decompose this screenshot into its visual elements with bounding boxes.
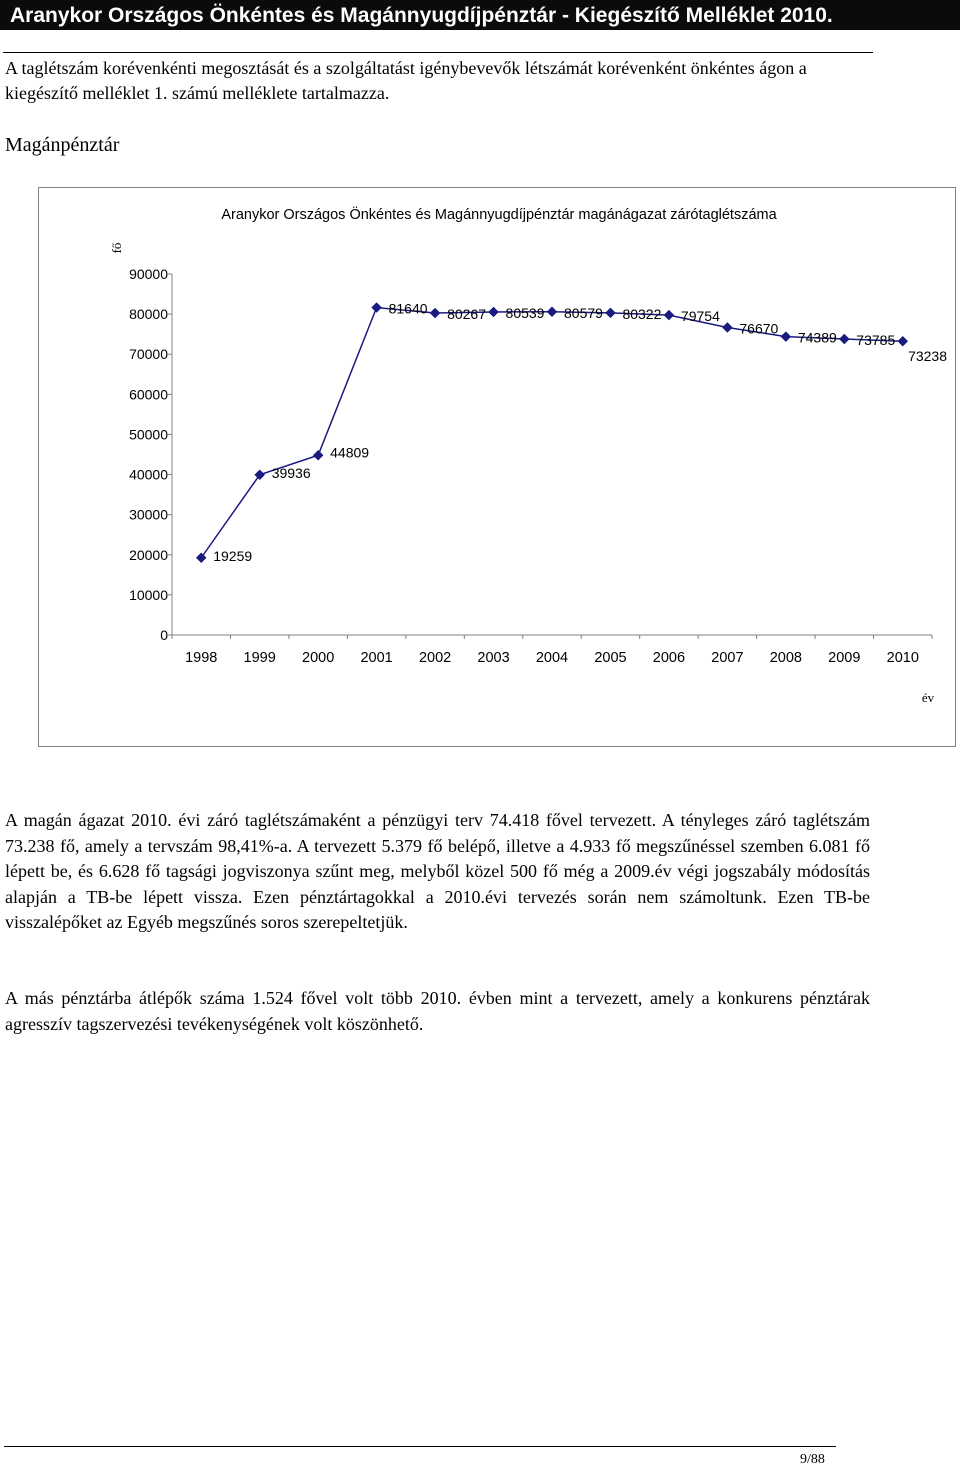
intro-paragraph: A taglétszám korévenkénti megosztását és… [5,58,807,103]
data-label: 76670 [739,320,778,336]
y-tick-label: 30000 [129,507,168,523]
y-tick-label: 20000 [129,547,168,563]
y-tick-label: 0 [160,627,168,643]
x-tick-label: 2004 [536,650,568,666]
data-label: 81640 [389,301,428,317]
data-label: 80322 [622,306,661,322]
y-tick-label: 40000 [129,467,168,483]
data-point-marker [663,309,675,321]
paragraph-2: A más pénztárba átlépők száma 1.524 főve… [5,988,870,1034]
data-label: 19259 [213,548,252,564]
x-tick-label: 2000 [302,650,334,666]
x-tick-label: 2007 [711,650,743,666]
data-point-marker [605,307,616,319]
footer-divider [4,1446,836,1447]
data-point-marker [780,331,792,342]
data-point-marker [546,306,558,318]
data-point-marker [254,469,266,481]
data-point-marker [722,322,733,333]
x-tick-label: 2006 [653,650,685,666]
data-label: 73785 [856,332,895,348]
data-point-marker [897,335,909,347]
x-tick-label: 2008 [770,650,802,666]
x-tick-label: 2010 [887,650,919,666]
x-tick-label: 2003 [477,650,509,666]
data-point-marker [838,333,850,345]
y-tick-label: 70000 [129,346,168,362]
y-tick-label: 60000 [129,386,168,402]
data-label: 44809 [330,444,369,460]
data-label: 74389 [798,330,837,346]
data-label: 80539 [506,305,545,321]
section-title: Magánpénztár [5,134,120,156]
data-point-marker [429,307,441,319]
y-tick-label: 90000 [129,266,168,282]
chart-frame: Aranykor Országos Önkéntes és Magánnyugd… [38,187,956,747]
data-label: 73238 [908,348,947,364]
x-axis-label: év [922,690,935,705]
data-label: 80267 [447,306,486,322]
chart-title: Aranykor Országos Önkéntes és Magánnyugd… [221,205,777,223]
x-tick-label: 2001 [360,650,392,666]
x-tick-label: 1998 [185,650,217,666]
data-point-marker [195,552,207,564]
header-divider [3,52,873,53]
y-axis-label: fő [109,243,124,254]
data-label: 39936 [272,465,311,481]
document-header: Aranykor Országos Önkéntes és Magánnyugd… [0,0,960,30]
y-tick-label: 80000 [129,306,168,322]
x-tick-label: 2002 [419,650,451,666]
data-point-marker [371,302,382,313]
y-tick-label: 50000 [129,426,168,442]
data-point-marker [488,306,499,318]
y-tick-label: 10000 [129,587,168,603]
line-chart: Aranykor Országos Önkéntes és Magánnyugd… [109,205,947,705]
x-tick-label: 2009 [828,650,860,666]
page-number: 9/88 [800,1452,825,1467]
x-tick-label: 2005 [594,650,626,666]
paragraph-1: A magán ágazat 2010. évi záró taglétszám… [5,810,870,932]
data-point-marker [312,449,324,461]
x-tick-label: 1999 [244,650,276,666]
data-label: 80579 [564,305,603,321]
data-label: 79754 [681,308,720,324]
